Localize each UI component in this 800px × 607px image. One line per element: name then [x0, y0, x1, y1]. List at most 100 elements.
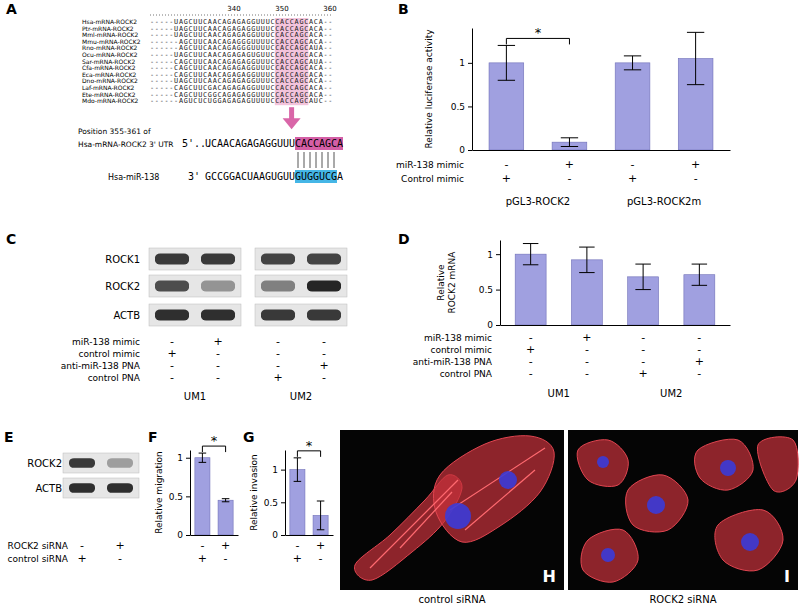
bars	[195, 453, 233, 535]
blot-band	[155, 310, 189, 321]
panel-letter: C	[6, 231, 16, 247]
ruler-dots	[150, 15, 332, 16]
y-tick-mark	[281, 470, 285, 471]
blot-strip	[63, 453, 139, 473]
base-pair	[310, 152, 311, 168]
condition-mark: -	[322, 371, 326, 384]
blot-strip	[149, 304, 241, 326]
target-site: CACCAGCA	[295, 138, 343, 149]
condition-mark: -	[319, 552, 323, 565]
base-pair	[298, 152, 299, 168]
nucleus	[601, 548, 615, 562]
condition-label: Control mimic	[401, 174, 464, 184]
y-axis: 00.51	[169, 451, 191, 541]
error-bar	[199, 453, 207, 462]
y-tick-mark	[468, 150, 472, 151]
blot-strip	[255, 304, 347, 326]
error-bar	[294, 458, 302, 482]
y-tick-label: 1	[177, 453, 183, 463]
condition-mark: +	[565, 158, 574, 171]
condition-mark: +	[316, 539, 325, 552]
y-tick: 0.5	[264, 498, 285, 508]
error-bar	[687, 32, 704, 84]
y-tick-label: 1	[487, 250, 493, 260]
image-background	[568, 430, 798, 590]
condition-mark: +	[628, 172, 637, 185]
condition-mark: -	[224, 552, 228, 565]
y-axis-title: Relative migration	[154, 451, 164, 534]
blot-band	[261, 254, 295, 265]
ruler-label: 350	[275, 5, 288, 13]
blot-strip	[149, 275, 241, 297]
bar-chart: G00.51*Relative invasion-++-	[243, 429, 334, 565]
blot-band	[155, 281, 189, 292]
y-tick-label: 0	[272, 530, 278, 540]
error-bar	[498, 45, 515, 80]
condition-mark: +	[639, 367, 648, 380]
y-tick: 0.5	[451, 102, 472, 112]
bar-chart: D00.51RelativeROCK2 mRNAmiR-138 mimic-+-…	[398, 231, 731, 399]
bars	[515, 244, 715, 325]
cell	[715, 510, 783, 571]
condition-label: control PNA	[88, 373, 141, 383]
target-before: UCAACAGAGAGGUUU	[205, 138, 295, 149]
condition-label: miR-138 mimic	[424, 333, 492, 343]
figure: A340350360Hsa-mRNA-ROCK2-----UAGCUUCAACA…	[0, 0, 800, 607]
condition-mark: +	[293, 552, 302, 565]
blot-band	[307, 254, 341, 265]
ruler-label: 340	[227, 5, 240, 13]
blot-band	[201, 254, 235, 265]
blot-band	[261, 281, 295, 292]
condition-mark: -	[170, 371, 174, 384]
arrow-shaft	[289, 107, 294, 119]
panel-letter: I	[784, 567, 790, 586]
y-axis: 00.51	[451, 29, 473, 156]
condition-label: control mimic	[430, 345, 492, 355]
y-tick-label: 0.5	[479, 285, 493, 295]
y-axis-line	[285, 451, 286, 536]
mirna-before: GCCGGACUAAGUGUU	[205, 171, 295, 182]
significance-label: *	[211, 433, 218, 448]
y-tick-mark	[186, 535, 190, 536]
stress-fiber	[370, 480, 458, 568]
stress-fiber	[450, 448, 545, 510]
y-tick-label: 0.5	[169, 492, 183, 502]
nucleus	[499, 471, 517, 489]
x-axis	[473, 150, 731, 151]
micrograph: I	[568, 430, 798, 590]
base-pair	[316, 152, 317, 168]
blot-strip	[149, 248, 241, 270]
blot-row-label: ACTB	[35, 483, 62, 494]
y-tick-mark	[496, 290, 500, 291]
nucleus	[741, 533, 759, 551]
group-label: UM2	[290, 391, 312, 402]
cell	[577, 440, 628, 487]
condition-mark: -	[631, 158, 635, 171]
panel-letter: B	[398, 1, 409, 17]
y-tick-mark	[281, 502, 285, 503]
y-axis-line	[190, 451, 191, 536]
y-tick-mark	[496, 325, 500, 326]
blot-row-label: ROCK2	[27, 458, 62, 469]
sequence: ------AGUCUCUGGAGAGAGUUUUCCACCAGCAUC--	[150, 97, 332, 105]
image-caption: ROCK2 siRNA	[649, 594, 716, 605]
blot-band	[201, 310, 235, 321]
bar	[218, 500, 233, 535]
blot-band	[107, 458, 133, 468]
error-bar	[692, 264, 707, 285]
condition-mark: +	[221, 539, 230, 552]
base-pair	[328, 152, 329, 168]
error-bar	[624, 56, 641, 70]
y-tick: 0	[272, 530, 285, 540]
group-label: UM2	[660, 388, 682, 399]
blot-row-label: ACTB	[113, 310, 140, 321]
error-bar	[561, 138, 578, 147]
condition-mark: -	[200, 539, 204, 552]
nucleus	[720, 460, 736, 476]
error-bar	[635, 264, 650, 290]
mirna-seed-highlight	[295, 170, 337, 183]
base-pair	[334, 152, 335, 168]
x-axis-line	[501, 325, 731, 326]
y-tick: 0.5	[169, 492, 190, 502]
y-axis: 00.51	[264, 451, 286, 541]
